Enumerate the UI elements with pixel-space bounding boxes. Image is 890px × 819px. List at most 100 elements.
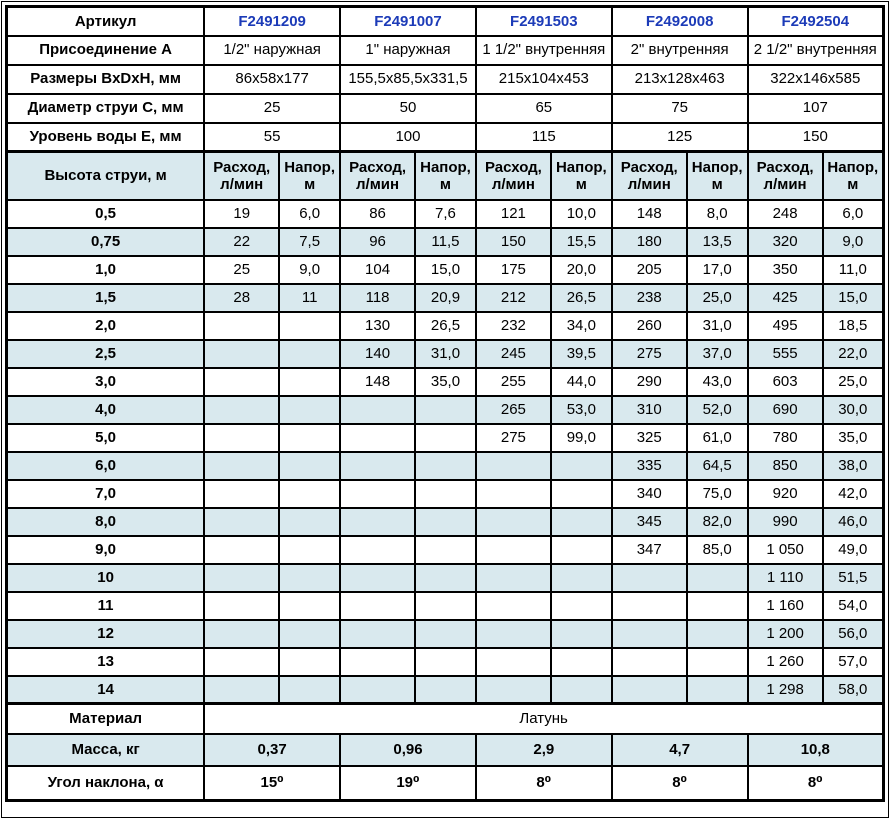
head-cell: 25,0 [821, 366, 885, 397]
flow-row: 3,0 148 35,0 255 44,0 290 43,0 603 25,0 [5, 366, 885, 397]
flow-rate-cell [474, 450, 552, 481]
flow-rate-cell: 19 [203, 198, 281, 229]
flow-rate-cell: 325 [610, 422, 688, 453]
flow-header-row: Высота струи, м Расход, л/мин Напор, м Расх… [5, 150, 885, 201]
head-header: Напор, м [278, 150, 342, 201]
material-value: Латунь [203, 702, 885, 735]
head-cell [278, 646, 342, 677]
angle-value: 15⁰ [203, 764, 342, 802]
flow-rate-cell: 603 [746, 366, 824, 397]
article-number: F2491007 [339, 5, 477, 37]
info-label-dimensions: Размеры BxDxH, мм [5, 63, 206, 95]
head-cell [414, 562, 477, 593]
flow-row: 10 1 110 51,5 [5, 562, 885, 593]
flow-rate-cell [474, 674, 552, 705]
jet-height-value: 9,0 [5, 534, 206, 565]
jet-height-value: 11 [5, 590, 206, 621]
flow-rate-cell [203, 422, 281, 453]
head-cell: 43,0 [685, 366, 749, 397]
flow-rate-cell: 232 [474, 310, 552, 341]
info-label-jet-diameter: Диаметр струи C, мм [5, 92, 206, 124]
flow-row: 13 1 260 57,0 [5, 646, 885, 677]
flow-rate-cell: 118 [339, 282, 417, 313]
flow-rate-cell: 1 200 [746, 618, 824, 649]
head-cell [549, 450, 613, 481]
flow-rate-cell: 920 [746, 478, 824, 509]
jet-height-value: 1,5 [5, 282, 206, 313]
jet-height-value: 8,0 [5, 506, 206, 537]
flow-rate-cell: 130 [339, 310, 417, 341]
flow-rate-cell [474, 618, 552, 649]
flow-rate-cell: 555 [746, 338, 824, 369]
head-cell [414, 506, 477, 537]
head-cell: 25,0 [685, 282, 749, 313]
info-value-jet-diameter: 50 [339, 92, 477, 124]
flow-row: 5,0 275 99,0 325 61,0 780 35,0 [5, 422, 885, 453]
head-cell [278, 674, 342, 705]
head-cell [278, 422, 342, 453]
flow-rate-cell: 310 [610, 394, 688, 425]
mass-value: 0,37 [203, 732, 342, 767]
head-cell [685, 674, 749, 705]
flow-rate-cell [203, 394, 281, 425]
angle-value: 8⁰ [746, 764, 885, 802]
flow-rate-header: Расход, л/мин [610, 150, 688, 201]
info-value-jet-diameter: 25 [203, 92, 342, 124]
flow-rate-cell [474, 534, 552, 565]
mass-value: 4,7 [610, 732, 749, 767]
flow-rate-cell [610, 674, 688, 705]
jet-height-value: 3,0 [5, 366, 206, 397]
angle-value: 8⁰ [610, 764, 749, 802]
flow-rate-cell: 260 [610, 310, 688, 341]
flow-rate-cell: 275 [474, 422, 552, 453]
head-header: Напор, м [685, 150, 749, 201]
flow-rate-cell [474, 646, 552, 677]
angle-value: 8⁰ [474, 764, 613, 802]
flow-rate-cell [203, 562, 281, 593]
flow-rate-cell: 290 [610, 366, 688, 397]
flow-rate-cell: 140 [339, 338, 417, 369]
head-cell: 11,5 [414, 226, 477, 257]
flow-row: 2,0 130 26,5 232 34,0 260 31,0 495 18,5 [5, 310, 885, 341]
flow-row: 9,0 347 85,0 1 050 49,0 [5, 534, 885, 565]
flow-rate-cell: 96 [339, 226, 417, 257]
head-cell: 6,0 [821, 198, 885, 229]
head-cell: 8,0 [685, 198, 749, 229]
jet-height-value: 4,0 [5, 394, 206, 425]
flow-rate-cell [203, 590, 281, 621]
flow-rate-cell [610, 562, 688, 593]
info-value-jet-diameter: 107 [746, 92, 885, 124]
flow-row: 7,0 340 75,0 920 42,0 [5, 478, 885, 509]
flow-rate-cell: 238 [610, 282, 688, 313]
info-value-connection: 2" внутренняя [610, 34, 749, 66]
info-value-water-level: 150 [746, 121, 885, 153]
head-cell [278, 562, 342, 593]
flow-rate-cell: 1 298 [746, 674, 824, 705]
flow-rate-cell [203, 646, 281, 677]
material-label: Материал [5, 702, 206, 735]
flow-rate-cell [203, 506, 281, 537]
mass-label: Масса, кг [5, 732, 206, 767]
head-cell: 6,0 [278, 198, 342, 229]
head-cell [414, 534, 477, 565]
flow-rate-cell: 425 [746, 282, 824, 313]
flow-rate-cell: 121 [474, 198, 552, 229]
flow-rate-cell: 22 [203, 226, 281, 257]
info-value-dimensions: 215x104x453 [474, 63, 613, 95]
flow-rate-cell [339, 422, 417, 453]
head-cell [414, 394, 477, 425]
head-cell: 9,0 [821, 226, 885, 257]
angle-row: Угол наклона, α 15⁰ 19⁰ 8⁰ 8⁰ 8⁰ [5, 764, 885, 802]
mass-value: 10,8 [746, 732, 885, 767]
head-cell: 30,0 [821, 394, 885, 425]
flow-rate-cell: 180 [610, 226, 688, 257]
head-cell: 57,0 [821, 646, 885, 677]
flow-rate-cell [474, 562, 552, 593]
head-cell: 64,5 [685, 450, 749, 481]
flow-rate-cell [610, 590, 688, 621]
article-number: F2492008 [610, 5, 749, 37]
flow-rate-cell: 1 160 [746, 590, 824, 621]
jet-height-value: 2,5 [5, 338, 206, 369]
flow-rate-cell [203, 674, 281, 705]
info-value-dimensions: 86x58x177 [203, 63, 342, 95]
